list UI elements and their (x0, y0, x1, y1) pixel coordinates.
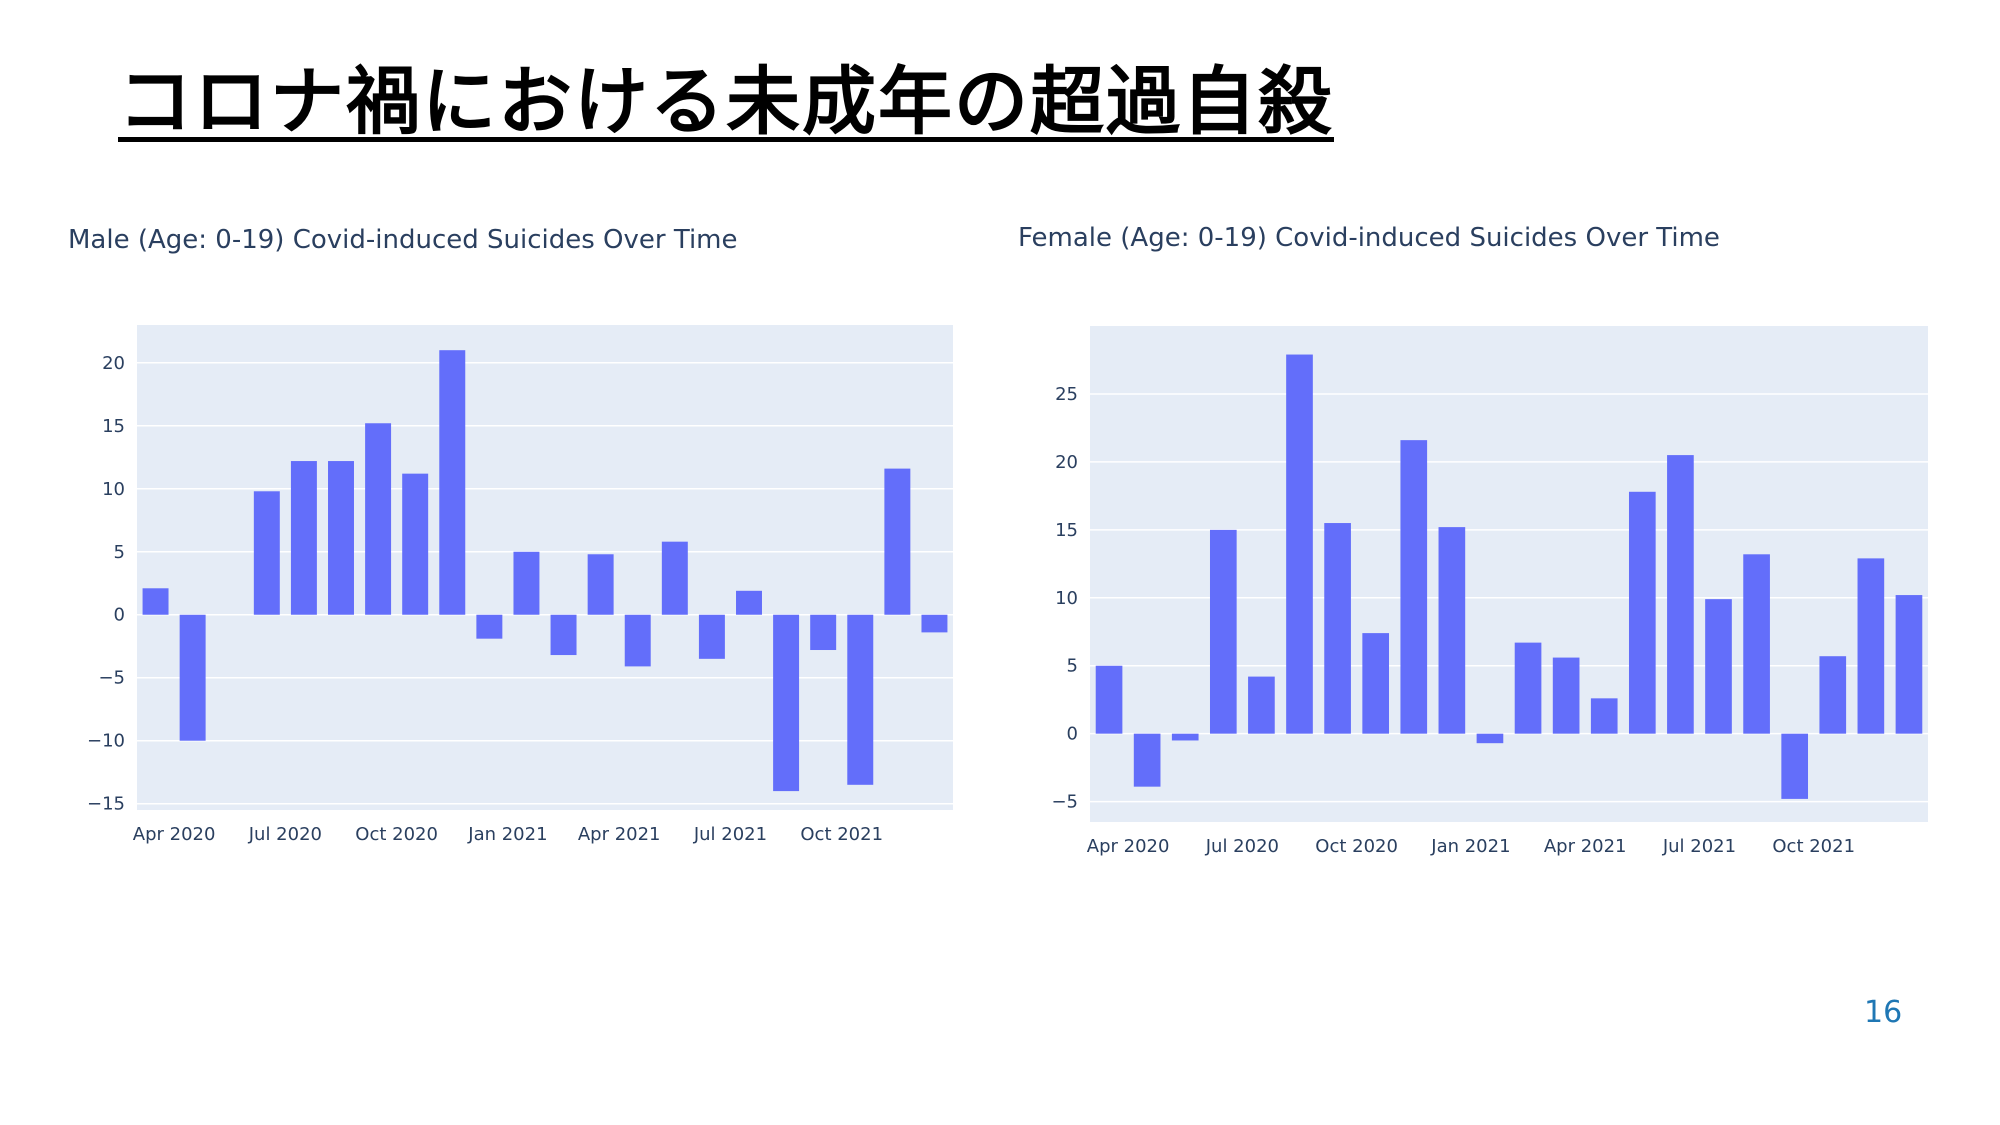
male-x-tick-label: Oct 2020 (355, 824, 438, 845)
male-y-tick-label: 0 (114, 605, 125, 626)
male-suicides-bar-chart: −15 −10 −5 0 5 10 15 20 Apr 2020 Jul 2020 Oct 2020… (87, 325, 953, 845)
female-x-tick-label: Jul 2021 (1662, 836, 1736, 857)
male-bar-2021-05 (661, 541, 688, 615)
male-bar-2020-11 (439, 350, 466, 615)
male-y-tick-label: −5 (98, 668, 125, 689)
female-chart-title: Female (Age: 0-19) Covid-induced Suicide… (1018, 223, 1720, 253)
female-bar-2021-04 (1590, 698, 1618, 734)
male-y-tick-label: −10 (87, 731, 125, 752)
male-y-tick-label: 15 (102, 416, 125, 437)
female-bar-2021-05 (1628, 491, 1656, 734)
female-y-tick-label: 25 (1055, 384, 1078, 405)
female-bar-2020-03 (1095, 665, 1123, 734)
female-bar-2021-03 (1552, 657, 1580, 734)
male-y-tick-label: 20 (102, 353, 125, 374)
male-bar-2020-03 (142, 588, 169, 615)
female-bar-2021-09 (1781, 733, 1809, 799)
slide-title: コロナ禍における未成年の超過自殺 (118, 59, 1334, 145)
male-bar-2021-06 (698, 614, 725, 659)
male-y-tick-label: 5 (114, 542, 125, 563)
female-bar-2021-08 (1743, 554, 1770, 734)
female-y-tick-label: 15 (1055, 520, 1078, 541)
female-bar-2021-02 (1514, 642, 1542, 734)
male-bar-2020-10 (402, 473, 429, 615)
female-bar-2021-06 (1667, 455, 1694, 734)
male-chart-title: Male (Age: 0-19) Covid-induced Suicides … (68, 225, 738, 255)
female-y-tick-label: 0 (1067, 724, 1078, 745)
male-bar-2021-12 (921, 614, 948, 633)
male-y-tick-label: −15 (87, 794, 125, 815)
male-x-tick-label: Apr 2020 (133, 824, 216, 845)
female-bar-2020-05 (1171, 733, 1199, 741)
female-bar-2020-11 (1400, 440, 1428, 734)
female-bar-2021-01 (1476, 733, 1504, 744)
female-y-tick-label: 20 (1055, 452, 1078, 473)
female-x-tick-label: Jul 2020 (1205, 836, 1279, 857)
male-bar-2021-07 (736, 590, 762, 615)
female-x-tick-label: Apr 2020 (1087, 836, 1170, 857)
female-y-tick-label: 5 (1067, 656, 1078, 677)
male-bar-2020-09 (365, 423, 392, 615)
female-bar-2020-04 (1133, 733, 1161, 787)
male-y-tick-label: 10 (102, 479, 125, 500)
male-bar-2020-12 (476, 614, 503, 639)
male-bar-2020-08 (328, 461, 354, 615)
female-bar-2020-12 (1438, 527, 1466, 734)
male-x-tick-label: Jul 2020 (248, 824, 322, 845)
female-bar-2020-09 (1324, 523, 1351, 734)
female-bar-2021-11 (1857, 558, 1885, 734)
female-x-tick-label: Oct 2021 (1772, 836, 1855, 857)
male-bar-2021-08 (773, 614, 800, 792)
male-bar-2021-01 (513, 551, 540, 615)
female-bar-2020-08 (1286, 354, 1313, 734)
male-bar-2021-10 (847, 614, 874, 785)
female-y-tick-label: −5 (1051, 792, 1078, 813)
female-x-tick-label: Apr 2021 (1544, 836, 1627, 857)
male-x-tick-label: Oct 2021 (800, 824, 883, 845)
male-x-tick-label: Jan 2021 (467, 824, 547, 845)
female-x-tick-label: Oct 2020 (1315, 836, 1398, 857)
male-bar-2020-06 (253, 491, 280, 615)
female-bar-2020-06 (1209, 529, 1237, 734)
male-bar-2021-04 (624, 614, 651, 667)
male-bar-2021-09 (810, 614, 837, 651)
page-number: 16 (1864, 995, 1903, 1030)
male-x-tick-label: Jul 2021 (693, 824, 767, 845)
female-bar-2021-10 (1819, 656, 1847, 734)
female-suicides-bar-chart: −5 0 5 10 15 20 25 Apr 2020 Jul 2020 Oct 2020 Jan … (1051, 326, 1928, 857)
female-y-tick-label: 10 (1055, 588, 1078, 609)
male-bar-2021-11 (884, 468, 911, 615)
female-bar-2021-12 (1895, 595, 1923, 734)
male-bar-2021-02 (550, 614, 577, 656)
male-bar-2020-07 (290, 461, 317, 615)
female-bar-2020-10 (1362, 633, 1390, 734)
female-bar-2021-07 (1705, 599, 1732, 734)
male-bar-2021-03 (587, 554, 614, 615)
female-bar-2020-07 (1248, 676, 1275, 734)
male-bar-2020-04 (179, 614, 206, 741)
female-x-tick-label: Jan 2021 (1430, 836, 1510, 857)
male-x-tick-label: Apr 2021 (578, 824, 661, 845)
